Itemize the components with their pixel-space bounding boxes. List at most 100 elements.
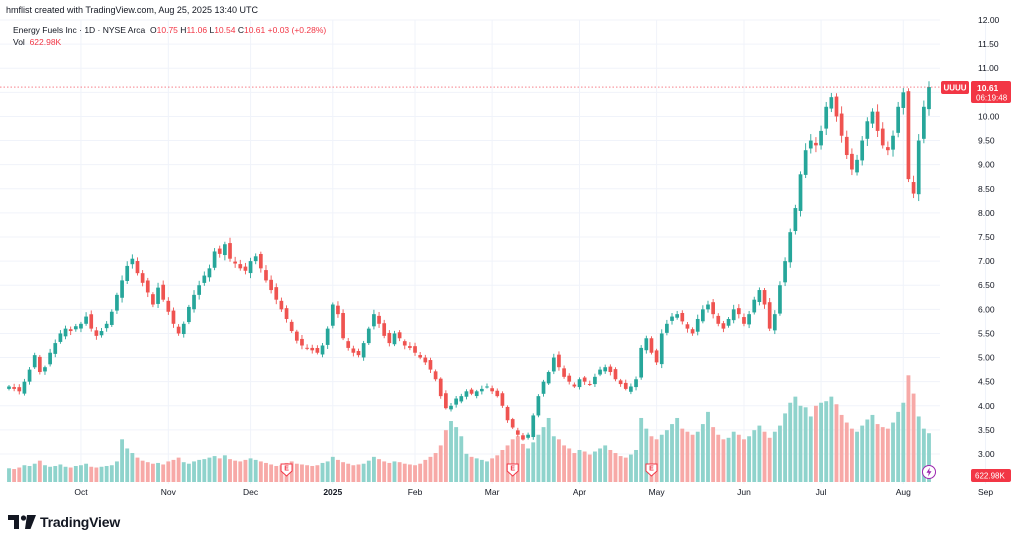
volume-bar [130,453,135,482]
candle-body [397,332,402,339]
volume-bar [402,463,407,482]
candle-body [109,311,114,325]
volume-bar [377,459,381,482]
candle-body [99,331,104,336]
candle-body [639,347,644,378]
volume-bar [911,393,916,482]
volume-bar [592,451,597,482]
candle-body [546,372,551,384]
candle-body [140,273,145,283]
volume-bar [541,427,546,482]
earnings-marker[interactable]: E [280,463,293,477]
candle-body [850,153,854,170]
candle-body [675,314,680,318]
open-label: O [150,25,157,35]
volume-bar [253,459,258,482]
candle-body [253,256,258,262]
candle-body [68,329,73,332]
candle-body [145,280,150,293]
x-tick-label: Mar [485,487,500,497]
candle-body [880,128,885,146]
candle-body [582,377,587,382]
candle-body [695,318,700,332]
volume-bar [17,467,22,482]
volume-bar [443,430,448,482]
volume-bar [562,445,567,482]
candle-body [289,321,294,332]
candle-body [649,338,654,353]
candle-body [264,270,268,281]
candle-body [860,140,865,161]
volume-bar [495,455,500,482]
time-axis: Oct Nov Dec 2025 Feb Mar Apr May Jun Jul Aug Sep [74,487,993,497]
candle-body [716,315,721,324]
candle-body [37,356,42,373]
candle-body [433,371,438,380]
earnings-marker[interactable]: E [645,463,658,477]
earnings-marker[interactable]: E [506,463,519,477]
volume-bar [526,448,531,482]
y-tick-label: 7.50 [978,232,995,242]
candle-body [521,435,525,440]
volume-bar [351,465,356,482]
volume-bar [752,430,757,482]
candle-body [53,343,58,354]
volume-bar [366,460,371,482]
chart-grid [0,19,987,484]
volume-bar [927,433,931,482]
candle-body [115,294,119,311]
candle-body [356,350,361,356]
candle-body [104,323,109,329]
volume-bar [659,434,664,482]
y-tick-label: 3.00 [978,449,995,459]
volume-bar [371,456,376,482]
candle-body [721,323,726,329]
candle-body [618,380,623,385]
volume-bar [916,416,921,482]
candle-body [629,386,633,392]
candle-body [593,376,597,385]
tradingview-logo[interactable]: TradingView [8,514,120,530]
dividend-lightning-icon[interactable] [922,465,936,479]
candle-body [315,348,320,353]
volume-bar [217,458,222,482]
candle-body [515,430,520,435]
chart-credit: hmflist created with TradingView.com, Au… [6,5,258,15]
candle-body [500,393,505,406]
symbol-description[interactable]: Energy Fuels Inc · 1D · NYSE Arca [13,25,146,35]
y-tick-label: 6.00 [978,304,995,314]
volume-bar [320,462,325,482]
volume-bar [120,439,124,482]
volume-bar [310,465,315,482]
candle-body [43,367,47,372]
candle-body [274,287,279,300]
volume-bar [798,405,803,482]
volume-bar [921,428,926,482]
volume-bar [865,419,870,482]
volume-bar [711,427,716,482]
volume-bar [145,462,150,482]
volume-bar [459,436,464,482]
candle-body [336,305,340,315]
y-tick-label: 5.50 [978,328,995,338]
candle-body [12,387,16,389]
x-tick-label: Apr [573,487,586,497]
volume-bar [32,463,37,482]
y-tick-label: 11.50 [978,39,999,49]
volume-bar [7,468,11,482]
volume-bar [279,465,284,482]
volume-bar [99,466,104,482]
volume-bar [767,437,772,482]
volume-bar [844,422,849,482]
volume-bar [356,464,361,482]
volume-bar [901,402,906,482]
candle-body [454,398,459,405]
x-tick-label: Oct [74,487,88,497]
volume-bar [135,457,140,482]
candle-body [613,369,618,380]
candle-body [906,91,911,180]
volume-bar [202,459,207,482]
volume-bar [300,464,304,482]
volume-bar [623,457,628,482]
